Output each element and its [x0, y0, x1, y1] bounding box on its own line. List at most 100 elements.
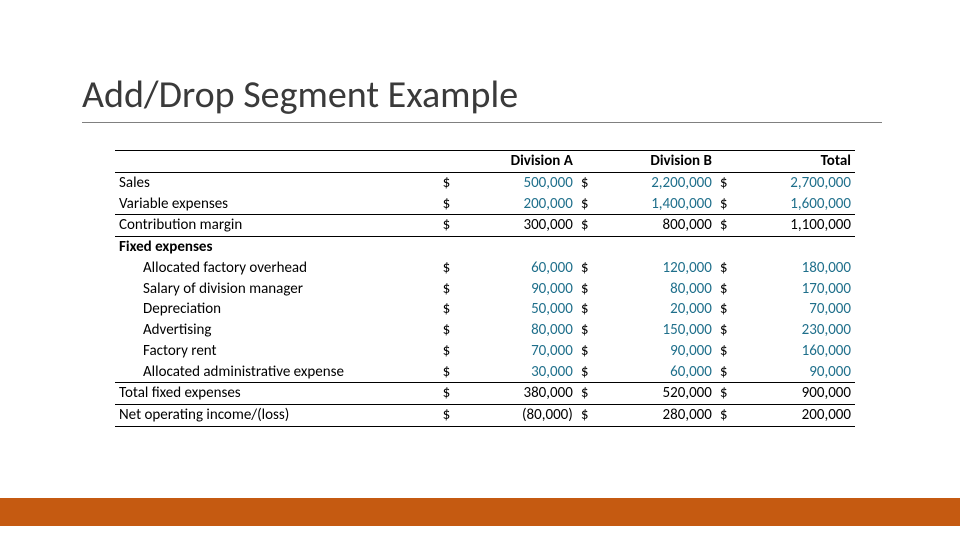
cell-value: 60,000 [464, 258, 577, 279]
row-label: Net operating income/(loss) [115, 405, 439, 427]
currency-symbol: $ [439, 299, 464, 320]
col-header-div-b: Division B [602, 151, 716, 173]
currency-symbol: $ [577, 362, 602, 383]
cell-value: 500,000 [464, 172, 577, 193]
row-label: Contribution margin [115, 215, 439, 237]
currency-symbol: $ [716, 258, 741, 279]
currency-symbol: $ [716, 279, 741, 300]
table-header-row: Division A Division B Total [115, 151, 855, 173]
title-underline [82, 122, 882, 123]
table-row: Fixed expenses [115, 237, 855, 258]
currency-symbol [716, 237, 741, 258]
cell-value: 80,000 [602, 279, 716, 300]
table-row: Variable expenses$200,000$1,400,000$1,60… [115, 194, 855, 215]
cell-value: 200,000 [464, 194, 577, 215]
row-label: Sales [115, 172, 439, 193]
cell-value: 90,000 [464, 279, 577, 300]
cell-value: 2,700,000 [741, 172, 855, 193]
table-row: Net operating income/(loss)$(80,000)$280… [115, 405, 855, 427]
cell-value: 90,000 [741, 362, 855, 383]
row-label: Total fixed expenses [115, 383, 439, 405]
slide-title: Add/Drop Segment Example [82, 72, 518, 118]
col-header-label [115, 151, 439, 173]
row-label: Factory rent [115, 341, 439, 362]
cell-value: 1,100,000 [741, 215, 855, 237]
cell-value: 230,000 [741, 320, 855, 341]
cell-value: 300,000 [464, 215, 577, 237]
currency-symbol: $ [577, 405, 602, 427]
cell-value [741, 237, 855, 258]
currency-symbol: $ [439, 405, 464, 427]
currency-symbol: $ [439, 320, 464, 341]
cell-value: 280,000 [602, 405, 716, 427]
currency-symbol: $ [439, 383, 464, 405]
table-row: Allocated factory overhead$60,000$120,00… [115, 258, 855, 279]
cell-value: 30,000 [464, 362, 577, 383]
cell-value: 150,000 [602, 320, 716, 341]
currency-symbol: $ [577, 215, 602, 237]
currency-symbol: $ [439, 215, 464, 237]
currency-symbol: $ [577, 279, 602, 300]
currency-symbol: $ [716, 215, 741, 237]
col-header-cur-t [716, 151, 741, 173]
table-body: Sales$500,000$2,200,000$2,700,000Variabl… [115, 172, 855, 426]
currency-symbol: $ [439, 279, 464, 300]
table-row: Sales$500,000$2,200,000$2,700,000 [115, 172, 855, 193]
row-label: Advertising [115, 320, 439, 341]
table-row: Factory rent$70,000$90,000$160,000 [115, 341, 855, 362]
col-header-cur-a [439, 151, 464, 173]
cell-value: 70,000 [741, 299, 855, 320]
currency-symbol: $ [716, 172, 741, 193]
table-row: Contribution margin$300,000$800,000$1,10… [115, 215, 855, 237]
row-label: Variable expenses [115, 194, 439, 215]
table-row: Depreciation$50,000$20,000$70,000 [115, 299, 855, 320]
cell-value: 60,000 [602, 362, 716, 383]
cell-value: (80,000) [464, 405, 577, 427]
row-label: Allocated administrative expense [115, 362, 439, 383]
currency-symbol: $ [439, 362, 464, 383]
table-row: Advertising$80,000$150,000$230,000 [115, 320, 855, 341]
row-label: Salary of division manager [115, 279, 439, 300]
currency-symbol: $ [716, 320, 741, 341]
cell-value: 160,000 [741, 341, 855, 362]
segment-table: Division A Division B Total Sales$500,00… [115, 150, 855, 427]
cell-value: 20,000 [602, 299, 716, 320]
col-header-total: Total [741, 151, 855, 173]
currency-symbol: $ [439, 172, 464, 193]
cell-value: 120,000 [602, 258, 716, 279]
cell-value: 1,400,000 [602, 194, 716, 215]
currency-symbol: $ [577, 172, 602, 193]
col-header-cur-b [577, 151, 602, 173]
currency-symbol: $ [716, 341, 741, 362]
cell-value: 170,000 [741, 279, 855, 300]
cell-value: 80,000 [464, 320, 577, 341]
currency-symbol: $ [439, 194, 464, 215]
col-header-div-a: Division A [464, 151, 577, 173]
currency-symbol [577, 237, 602, 258]
table-row: Allocated administrative expense$30,000$… [115, 362, 855, 383]
currency-symbol: $ [577, 341, 602, 362]
footer-accent-bar [0, 498, 960, 526]
cell-value [602, 237, 716, 258]
currency-symbol [439, 237, 464, 258]
currency-symbol: $ [577, 258, 602, 279]
row-label: Depreciation [115, 299, 439, 320]
cell-value: 200,000 [741, 405, 855, 427]
cell-value: 2,200,000 [602, 172, 716, 193]
table-row: Total fixed expenses$380,000$520,000$900… [115, 383, 855, 405]
cell-value [464, 237, 577, 258]
currency-symbol: $ [577, 383, 602, 405]
currency-symbol: $ [716, 405, 741, 427]
currency-symbol: $ [716, 362, 741, 383]
currency-symbol: $ [716, 383, 741, 405]
cell-value: 380,000 [464, 383, 577, 405]
currency-symbol: $ [439, 341, 464, 362]
cell-value: 50,000 [464, 299, 577, 320]
cell-value: 180,000 [741, 258, 855, 279]
segment-table-container: Division A Division B Total Sales$500,00… [115, 150, 855, 427]
currency-symbol: $ [577, 320, 602, 341]
currency-symbol: $ [577, 194, 602, 215]
cell-value: 520,000 [602, 383, 716, 405]
cell-value: 1,600,000 [741, 194, 855, 215]
cell-value: 900,000 [741, 383, 855, 405]
